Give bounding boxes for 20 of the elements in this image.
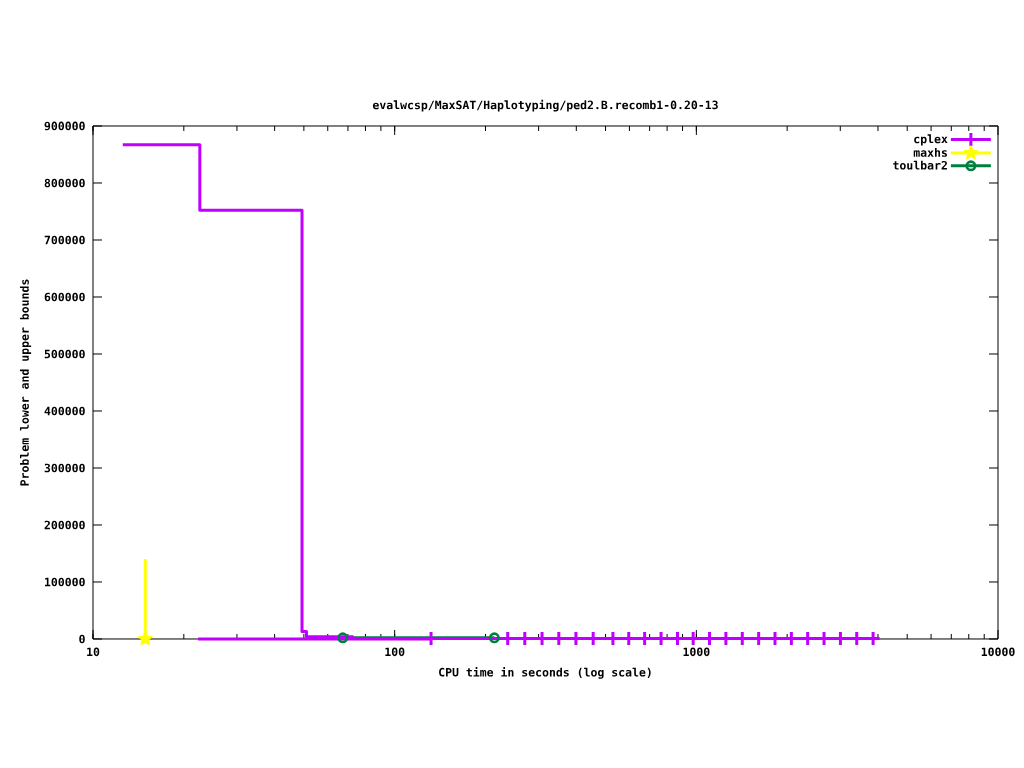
y-tick-label: 0 — [79, 634, 85, 644]
y-tick-label: 700000 — [44, 235, 85, 245]
y-tick-label: 100000 — [45, 577, 85, 587]
x-tick-label: 10000 — [981, 647, 1015, 657]
y-tick-label: 300000 — [44, 463, 85, 473]
y-tick-label: 600000 — [44, 292, 85, 302]
legend-label: cplex — [914, 134, 948, 146]
y-tick-label: 900000 — [44, 121, 85, 131]
x-tick-label: 1000 — [683, 647, 710, 657]
legend-label: maxhs — [913, 147, 947, 157]
x-tick-label: 100 — [385, 647, 405, 657]
y-axis-title: Problem lower and upper bounds — [19, 279, 32, 486]
chart-title: evalwcsp/MaxSAT/Haplotyping/ped2.B.recomb1-0.20-13 — [372, 99, 718, 112]
x-axis-title: CPU time in seconds (log scale) — [439, 667, 651, 679]
y-tick-label: 200000 — [44, 520, 85, 530]
x-tick-label: 10 — [87, 647, 100, 657]
y-tick-label: 400000 — [44, 406, 85, 416]
y-tick-label: 500000 — [44, 349, 85, 359]
y-tick-label: 800000 — [44, 178, 85, 188]
legend-label: toulbar2 — [893, 160, 947, 170]
